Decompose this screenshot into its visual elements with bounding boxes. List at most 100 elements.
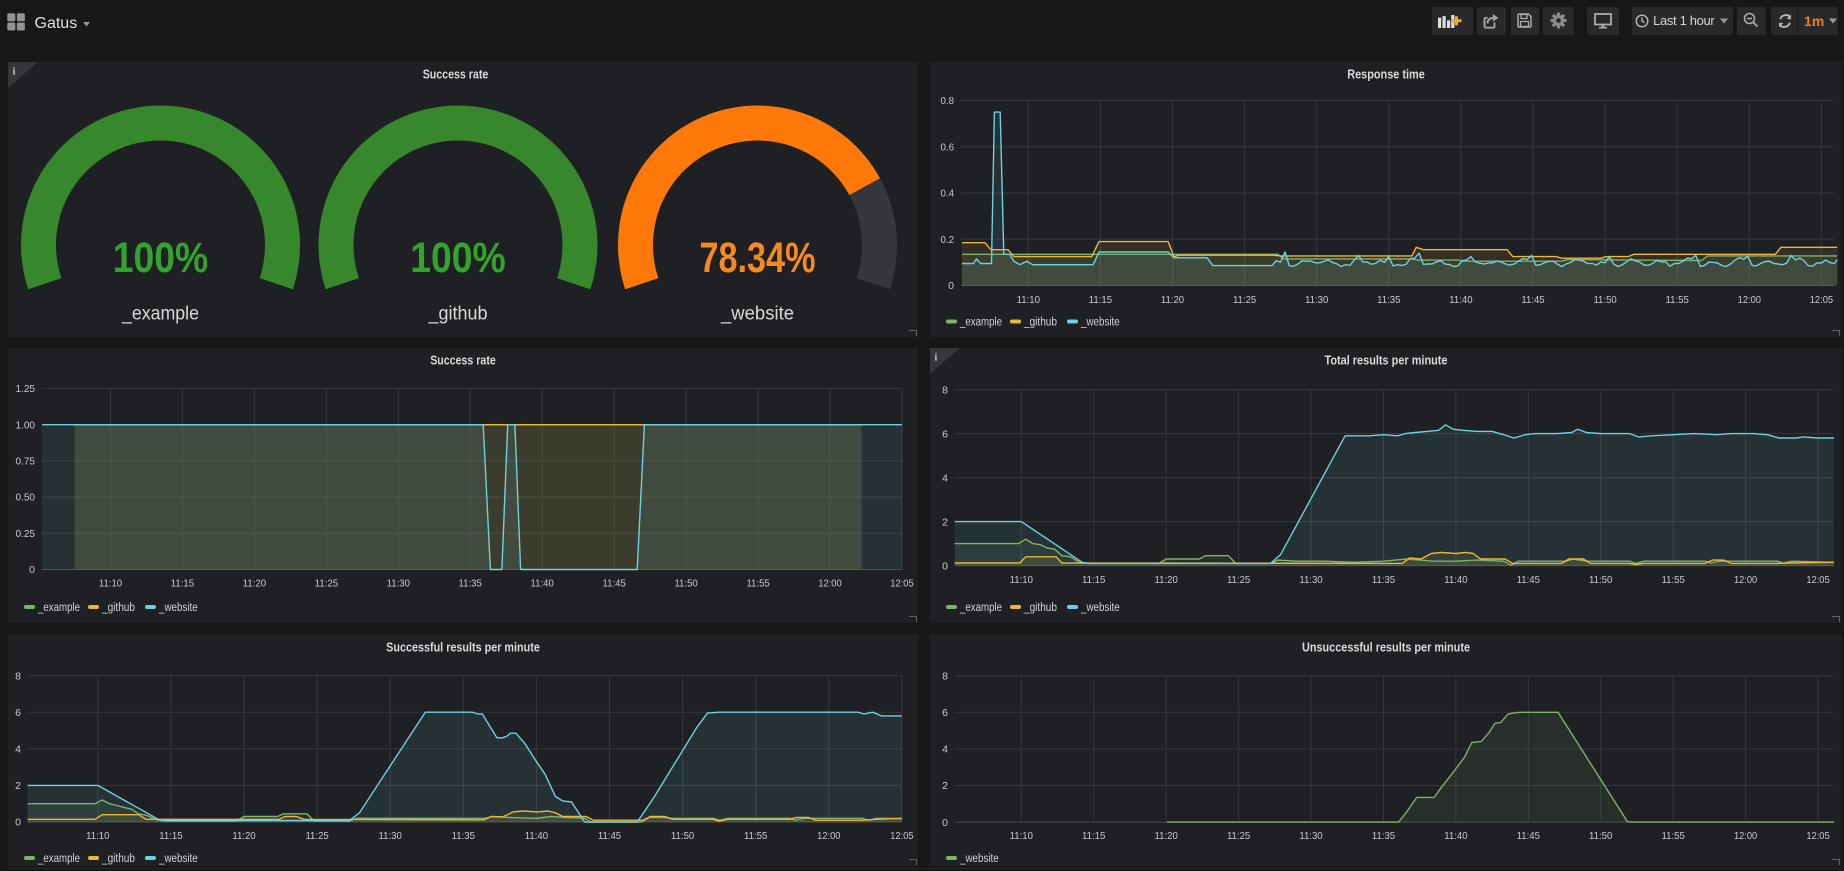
svg-text:8: 8 bbox=[15, 670, 21, 682]
svg-text:11:20: 11:20 bbox=[1155, 574, 1178, 586]
svg-text:11:35: 11:35 bbox=[1372, 830, 1395, 842]
svg-text:0: 0 bbox=[948, 280, 954, 292]
svg-text:11:30: 11:30 bbox=[387, 578, 410, 590]
svg-text:78.34%: 78.34% bbox=[700, 235, 816, 282]
svg-text:12:00: 12:00 bbox=[1738, 294, 1761, 306]
svg-text:1.25: 1.25 bbox=[16, 383, 36, 395]
svg-text:11:25: 11:25 bbox=[315, 578, 338, 590]
svg-text:6: 6 bbox=[15, 707, 21, 719]
svg-text:11:10: 11:10 bbox=[99, 578, 122, 590]
svg-text:_example: _example bbox=[959, 317, 1002, 329]
svg-text:11:20: 11:20 bbox=[243, 578, 266, 590]
svg-text:12:05: 12:05 bbox=[890, 830, 913, 842]
svg-text:_github: _github bbox=[101, 853, 135, 865]
svg-text:11:45: 11:45 bbox=[1517, 830, 1540, 842]
svg-text:11:55: 11:55 bbox=[746, 578, 769, 590]
svg-text:_github: _github bbox=[101, 602, 135, 614]
svg-text:0.6: 0.6 bbox=[941, 142, 955, 154]
svg-text:11:30: 11:30 bbox=[1305, 294, 1328, 306]
svg-text:11:20: 11:20 bbox=[1161, 294, 1184, 306]
svg-text:0.75: 0.75 bbox=[16, 456, 36, 468]
svg-text:11:15: 11:15 bbox=[1082, 830, 1105, 842]
svg-text:11:10: 11:10 bbox=[1010, 830, 1033, 842]
svg-text:11:15: 11:15 bbox=[1089, 294, 1112, 306]
svg-text:Response time: Response time bbox=[1347, 66, 1425, 81]
svg-text:11:35: 11:35 bbox=[1377, 294, 1400, 306]
svg-text:2: 2 bbox=[942, 780, 948, 792]
svg-text:_example: _example bbox=[959, 602, 1002, 614]
svg-text:Total results per minute: Total results per minute bbox=[1325, 352, 1448, 367]
svg-text:11:55: 11:55 bbox=[1662, 830, 1685, 842]
svg-text:12:00: 12:00 bbox=[817, 830, 840, 842]
svg-text:11:45: 11:45 bbox=[1517, 574, 1540, 586]
svg-text:11:10: 11:10 bbox=[1010, 574, 1033, 586]
svg-text:11:15: 11:15 bbox=[1082, 574, 1105, 586]
svg-text:11:45: 11:45 bbox=[598, 830, 621, 842]
svg-text:0: 0 bbox=[942, 560, 948, 572]
svg-text:0.4: 0.4 bbox=[941, 188, 955, 200]
svg-text:11:25: 11:25 bbox=[1233, 294, 1256, 306]
svg-text:11:50: 11:50 bbox=[671, 830, 694, 842]
svg-text:12:05: 12:05 bbox=[1810, 294, 1833, 306]
svg-text:12:05: 12:05 bbox=[1806, 574, 1829, 586]
svg-text:_website: _website bbox=[158, 853, 198, 865]
svg-text:0: 0 bbox=[29, 564, 35, 576]
svg-text:Unsuccessful results per minut: Unsuccessful results per minute bbox=[1302, 639, 1470, 654]
svg-text:12:05: 12:05 bbox=[890, 578, 913, 590]
svg-text:1.00: 1.00 bbox=[16, 419, 36, 431]
svg-text:Success rate: Success rate bbox=[423, 66, 489, 81]
svg-text:12:00: 12:00 bbox=[1734, 574, 1757, 586]
svg-text:11:50: 11:50 bbox=[1593, 294, 1616, 306]
svg-text:11:35: 11:35 bbox=[459, 578, 482, 590]
svg-text:11:45: 11:45 bbox=[603, 578, 626, 590]
svg-text:2: 2 bbox=[15, 780, 21, 792]
svg-text:i: i bbox=[13, 67, 16, 78]
svg-text:12:05: 12:05 bbox=[1806, 830, 1829, 842]
svg-text:11:50: 11:50 bbox=[1589, 830, 1612, 842]
svg-text:11:55: 11:55 bbox=[1666, 294, 1689, 306]
svg-text:11:45: 11:45 bbox=[1521, 294, 1544, 306]
svg-text:_github: _github bbox=[428, 304, 488, 325]
svg-text:100%: 100% bbox=[113, 235, 209, 282]
svg-text:11:30: 11:30 bbox=[379, 830, 402, 842]
svg-text:11:35: 11:35 bbox=[1372, 574, 1395, 586]
svg-text:0: 0 bbox=[15, 817, 21, 829]
svg-text:6: 6 bbox=[942, 428, 948, 440]
svg-text:11:55: 11:55 bbox=[744, 830, 767, 842]
svg-text:12:00: 12:00 bbox=[1734, 830, 1757, 842]
svg-text:2: 2 bbox=[942, 516, 948, 528]
svg-text:11:50: 11:50 bbox=[1589, 574, 1612, 586]
svg-text:11:40: 11:40 bbox=[531, 578, 554, 590]
svg-text:0.25: 0.25 bbox=[16, 528, 36, 540]
svg-text:_website: _website bbox=[720, 304, 794, 325]
svg-text:11:55: 11:55 bbox=[1662, 574, 1685, 586]
svg-text:11:25: 11:25 bbox=[305, 830, 328, 842]
svg-text:_example: _example bbox=[121, 304, 199, 325]
svg-text:11:15: 11:15 bbox=[159, 830, 182, 842]
svg-text:11:40: 11:40 bbox=[1444, 830, 1467, 842]
svg-text:11:20: 11:20 bbox=[1155, 830, 1178, 842]
svg-text:11:50: 11:50 bbox=[674, 578, 697, 590]
svg-text:0.2: 0.2 bbox=[941, 234, 955, 246]
svg-text:_website: _website bbox=[158, 602, 198, 614]
svg-text:4: 4 bbox=[15, 744, 21, 756]
svg-text:100%: 100% bbox=[410, 235, 506, 282]
svg-text:_github: _github bbox=[1023, 317, 1057, 329]
svg-text:11:10: 11:10 bbox=[1017, 294, 1040, 306]
svg-text:_example: _example bbox=[37, 853, 80, 865]
svg-text:Success rate: Success rate bbox=[430, 352, 496, 367]
svg-text:4: 4 bbox=[942, 472, 948, 484]
svg-text:0.50: 0.50 bbox=[16, 492, 36, 504]
svg-text:0: 0 bbox=[942, 817, 948, 829]
svg-text:0.8: 0.8 bbox=[941, 95, 955, 107]
svg-text:11:40: 11:40 bbox=[1449, 294, 1472, 306]
svg-text:_website: _website bbox=[959, 853, 999, 865]
svg-text:_github: _github bbox=[1023, 602, 1057, 614]
svg-text:_website: _website bbox=[1080, 317, 1120, 329]
svg-text:11:30: 11:30 bbox=[1299, 574, 1322, 586]
svg-text:11:25: 11:25 bbox=[1227, 574, 1250, 586]
svg-text:11:25: 11:25 bbox=[1227, 830, 1250, 842]
svg-text:11:40: 11:40 bbox=[525, 830, 548, 842]
svg-text:_website: _website bbox=[1080, 602, 1120, 614]
svg-text:11:20: 11:20 bbox=[232, 830, 255, 842]
